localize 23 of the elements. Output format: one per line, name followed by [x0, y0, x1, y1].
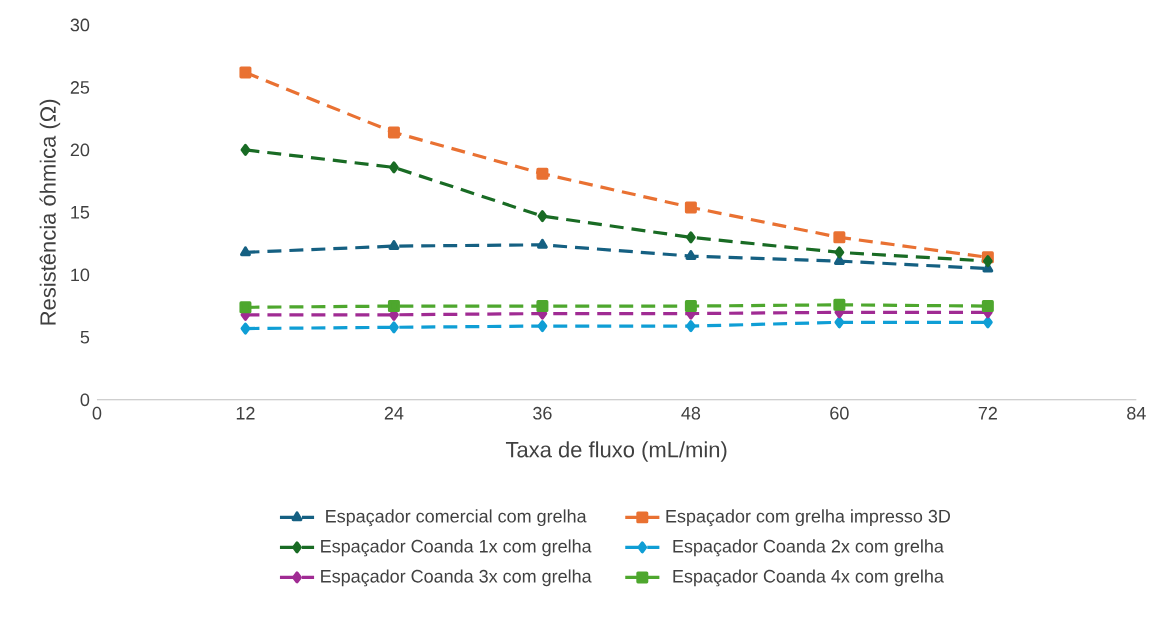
y-tick-label: 15: [71, 206, 90, 219]
x-tick-label: 36: [533, 407, 552, 420]
x-tick-label: 48: [681, 407, 701, 420]
legend-label: Espaçador Coanda 2x com grelha: [673, 539, 944, 557]
x-tick-label: 60: [830, 407, 849, 420]
y-axis-title: Resistência óhmica (Ω): [39, 100, 61, 325]
legend-label: Espaçador comercial com grelha: [326, 509, 587, 527]
legend-label: Espaçador Coanda 3x com grelha: [321, 569, 592, 587]
x-tick-label: 0: [92, 407, 102, 420]
y-tick-label: 30: [70, 18, 90, 32]
x-tick-label: 84: [1127, 407, 1146, 420]
x-tick-label: 24: [384, 407, 404, 420]
y-tick-label: 5: [80, 331, 90, 344]
y-tick-label: 10: [71, 268, 90, 282]
x-tick-label: 12: [236, 407, 255, 420]
y-tick-label: 20: [70, 143, 90, 157]
x-tick-label: 72: [978, 407, 997, 420]
y-tick-label: 25: [70, 81, 90, 95]
legend-label: Espaçador com grelha impresso 3D: [666, 509, 951, 527]
x-axis-title: Taxa de fluxo (mL/min): [505, 441, 727, 462]
legend-label: Espaçador Coanda 1x com grelha: [321, 539, 592, 557]
legend-label: Espaçador Coanda 4x com grelha: [673, 569, 944, 587]
y-tick-label: 0: [80, 393, 90, 407]
